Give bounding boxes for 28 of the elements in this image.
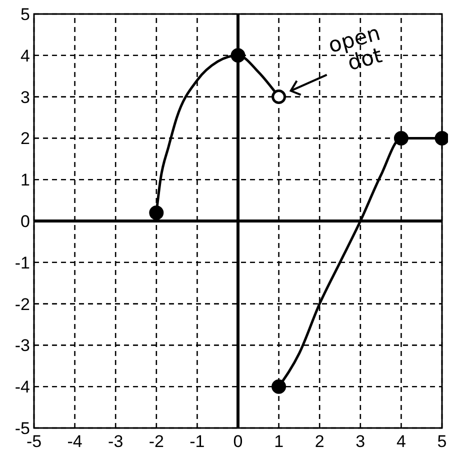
x-tick-label: -4	[67, 432, 82, 451]
y-tick-label: 1	[20, 170, 30, 190]
y-tick-label: -4	[14, 378, 30, 397]
point	[434, 130, 448, 146]
y-tick-label: 4	[20, 46, 30, 66]
y-tick-label: -1	[14, 253, 30, 272]
x-tick-label: 1	[274, 432, 284, 451]
y-tick-label: 0	[20, 212, 30, 231]
x-tick-label: -3	[108, 432, 124, 451]
x-tick-label: 2	[314, 432, 324, 451]
x-tick-label: -2	[148, 432, 164, 451]
x-tick-label: 0	[233, 432, 243, 451]
x-tick-label: 5	[437, 432, 447, 451]
x-tick-label: 3	[356, 432, 366, 451]
y-tick-label: -5	[14, 419, 30, 438]
y-tick-label: 2	[20, 129, 30, 148]
point	[272, 90, 286, 104]
y-tick-label: -2	[14, 294, 30, 314]
y-tick-label: 5	[20, 5, 30, 24]
annotation: open dot	[326, 20, 385, 76]
x-tick-label: -1	[190, 432, 205, 451]
point	[149, 205, 164, 220]
point	[394, 130, 408, 146]
x-tick-label: 4	[396, 432, 406, 451]
point	[272, 379, 286, 394]
y-tick-label: 3	[20, 88, 30, 107]
y-tick-label: -3	[14, 336, 30, 356]
point	[230, 48, 246, 63]
